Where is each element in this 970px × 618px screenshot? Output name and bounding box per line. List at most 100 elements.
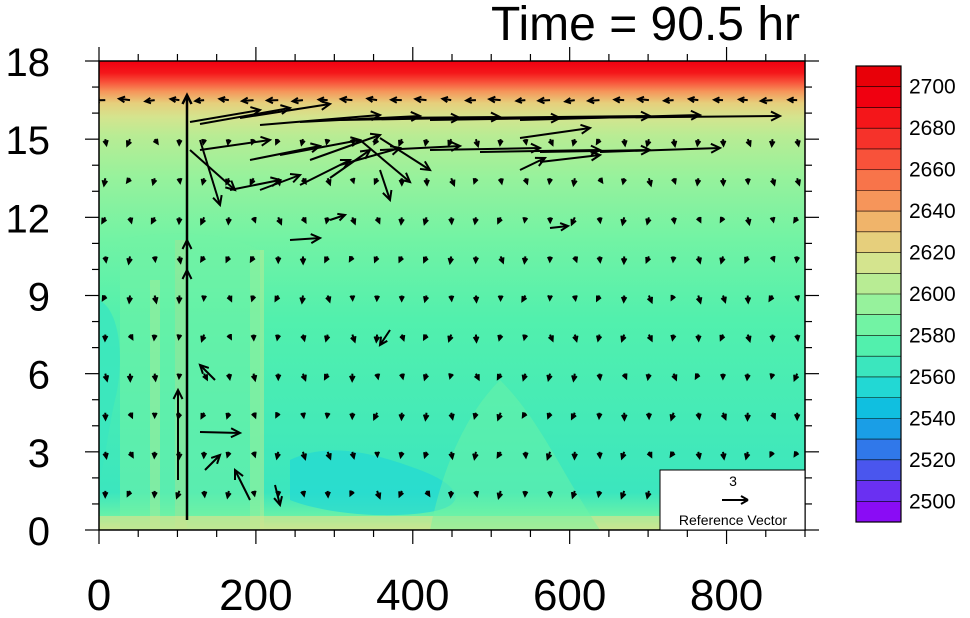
vector-arrow [225,451,232,459]
vector-arrow [200,177,207,186]
vector-arrow [422,334,429,342]
colorbar-swatch [856,480,901,502]
colorbar-swatch [856,107,901,129]
vector-arrow [621,373,628,381]
vector-arrow [620,217,627,227]
vector-arrow [496,451,503,459]
vector-arrow [300,412,306,420]
vector-arrow [768,294,775,303]
vector-arrow [612,96,625,104]
vector-arrow [275,373,282,382]
vector-arrow [151,177,158,187]
vector-arrow [596,451,603,460]
vector-arrow [264,96,279,105]
vector-arrow [176,373,183,381]
vector-arrow [176,139,183,147]
vector-arrow [474,373,480,382]
vector-arrow [325,177,332,187]
x-axis: 0 200 400 600 800 [87,47,806,618]
colorbar-swatch [856,273,901,295]
vector-arrow [424,490,431,498]
vector-arrow [522,216,529,224]
vector-arrow [379,169,393,203]
vector-arrow [349,490,355,498]
vector-arrow [398,490,404,499]
vector-arrow [152,138,159,146]
vector-arrow [398,295,405,303]
y-tick-label: 6 [28,354,50,398]
vector-arrow [127,217,134,225]
colorbar-swatch [856,335,901,357]
vector-arrow [720,451,727,461]
vector-field [99,92,801,520]
vector-arrow [786,96,798,104]
vector-arrow [758,96,773,105]
vector-arrow [440,96,452,103]
vector-arrow [545,451,553,461]
vector-arrow [645,138,652,148]
colorbar-swatch [856,376,901,399]
vector-arrow [720,412,727,421]
vector-arrow [720,295,727,304]
reference-arrow [740,495,749,505]
vector-arrow [151,412,158,420]
vector-arrow [249,255,256,264]
vector-arrow [349,412,356,421]
vector-arrow [126,295,133,305]
vector-arrow [497,295,504,303]
vector-arrow [239,99,333,119]
vector-arrow [151,451,158,460]
vector-arrow [168,96,180,104]
vector-arrow [338,95,353,104]
reference-vector-magnitude: 3 [729,473,737,489]
vector-arrow [547,217,554,225]
vector-arrow [204,453,222,471]
colorbar-swatch [856,66,901,88]
vector-arrow [596,295,602,303]
vector-arrow [472,256,479,265]
vector-arrow [349,177,356,185]
vector-arrow [398,412,405,422]
vector-arrow [496,490,504,501]
vector-arrow [176,295,183,305]
vector-arrow [102,373,110,383]
colorbar: 2500 2520 2540 2560 2580 2600 2620 2640 2660 2680… [855,65,956,523]
colorbar-swatch [856,148,901,171]
vector-arrow [199,139,223,208]
vector-arrow [744,451,751,461]
vector-arrow [374,373,381,381]
colorbar-label: 2640 [909,200,956,223]
colorbar-label: 2600 [909,283,956,306]
colorbar-label: 2680 [909,117,956,140]
vector-arrow [570,490,578,500]
vector-arrow [359,139,412,184]
vector-arrow [447,334,454,343]
vector-arrow [398,255,404,264]
vector-arrow [563,97,575,105]
colorbar-swatch [856,231,901,254]
colorbar-label: 2660 [909,159,956,182]
vector-arrow [102,138,109,148]
vector-arrow [669,451,676,459]
vector-arrow [200,451,208,460]
vector-arrow [116,95,131,104]
vector-arrow [324,138,331,146]
vector-arrow [661,96,674,104]
vector-arrow [388,96,402,104]
vector-arrow [151,256,158,264]
vector-arrow [547,490,554,499]
vector-arrow [250,295,257,303]
vector-arrow [793,412,801,422]
vector-arrow [521,256,529,265]
vector-arrow [497,334,504,342]
vector-arrow [548,334,554,343]
vector-arrow [694,373,701,381]
vector-arrow [373,256,380,264]
vector-arrow [547,256,553,264]
vector-arrow [172,387,184,480]
vector-arrow [398,138,404,147]
vector-arrow [300,334,307,343]
vector-arrow [769,139,776,149]
vector-arrow [497,178,504,186]
